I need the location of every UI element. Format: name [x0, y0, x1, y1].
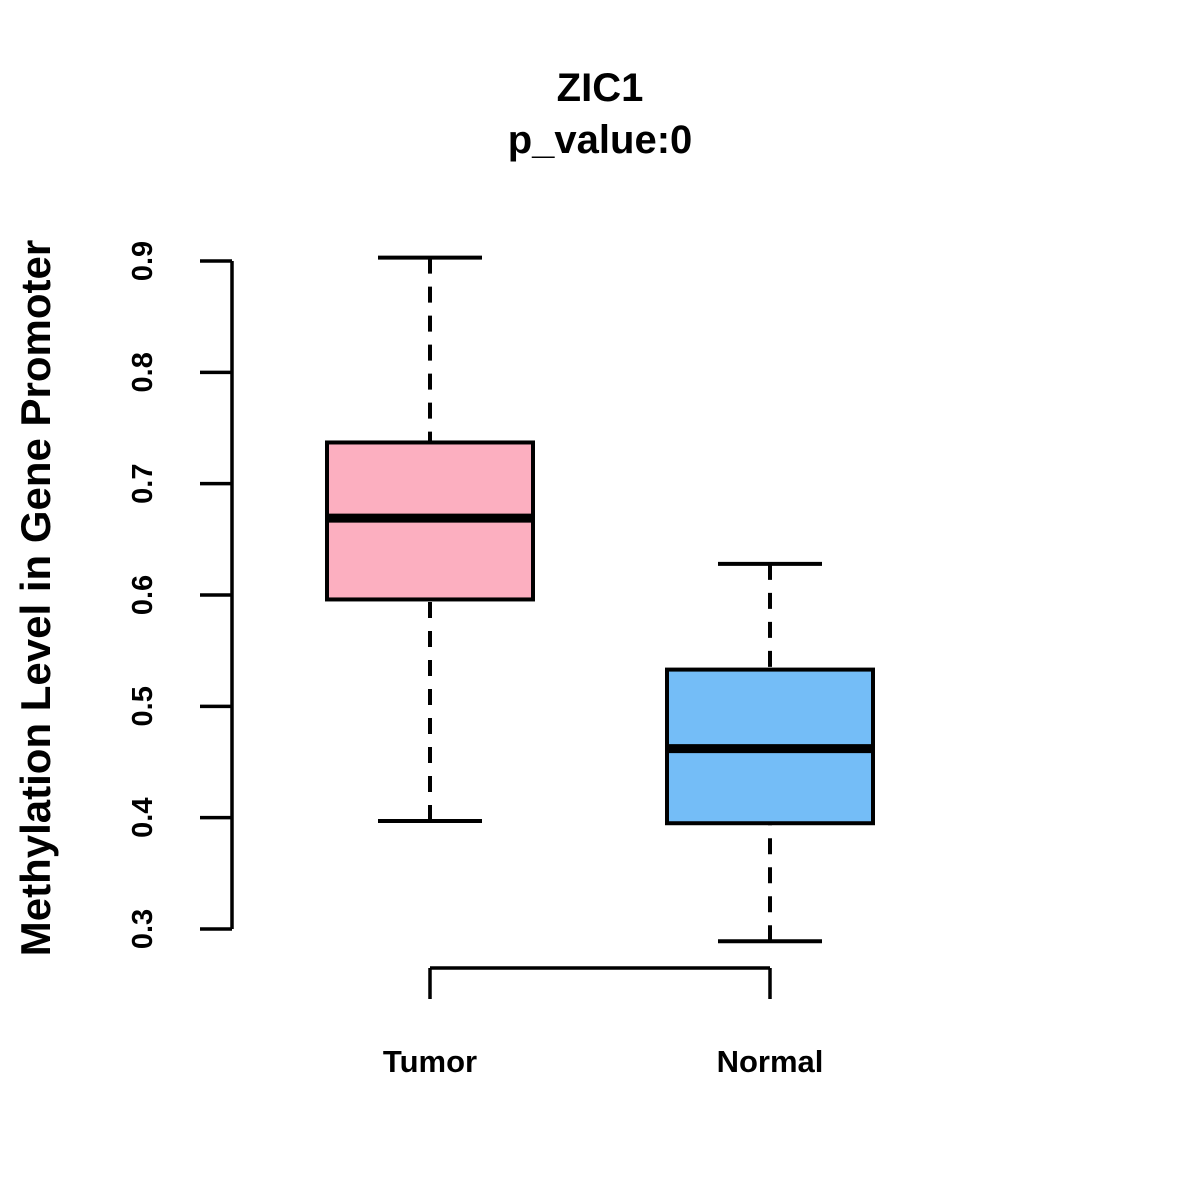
chart-layer: 0.3 0.4 0.5 0.6 0.7 0.8 0.9: [127, 241, 875, 999]
y-tick-label: 0.8: [127, 352, 159, 392]
x-category-label-normal: Normal: [716, 1044, 824, 1079]
y-tick-label: 0.7: [127, 464, 159, 504]
y-tick-label: 0.9: [127, 241, 159, 281]
y-tick-label: 0.5: [127, 686, 159, 726]
y-tick-label: 0.4: [127, 798, 159, 838]
x-category-label-tumor: Tumor: [382, 1044, 478, 1079]
y-tick-label: 0.3: [127, 909, 159, 949]
y-axis-title: Methylation Level in Gene Promoter: [12, 239, 59, 957]
y-tick-label: 0.6: [127, 575, 159, 615]
